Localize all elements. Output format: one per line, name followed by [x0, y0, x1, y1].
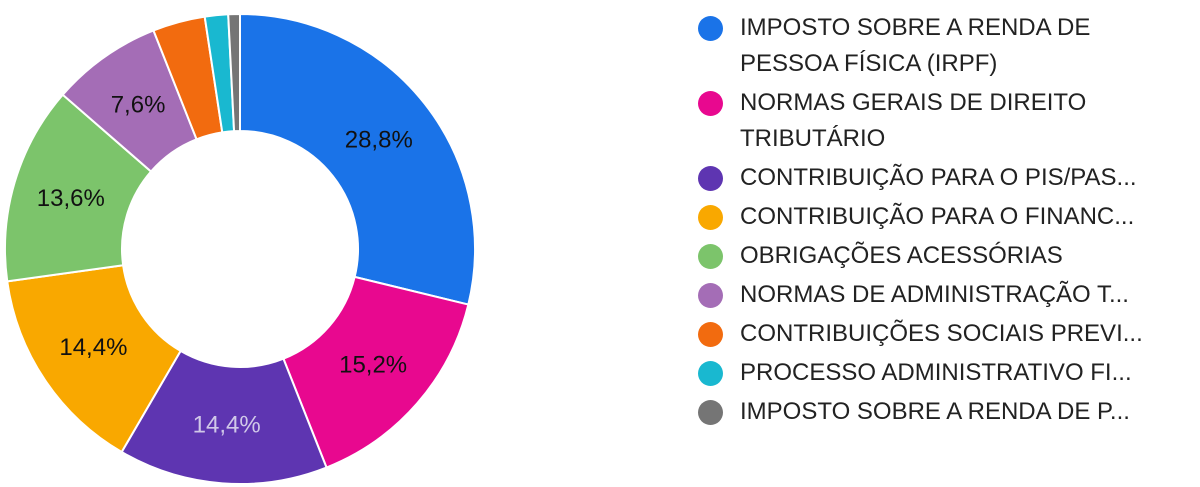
legend-label: CONTRIBUIÇÃO PARA O PIS/PAS...	[740, 164, 1137, 191]
legend-swatch	[698, 244, 723, 269]
donut-svg: 28,8% 15,2% 14,4% 14,4% 13,6% 7,6%	[4, 12, 476, 485]
donut-slice	[120, 349, 328, 485]
legend-item: IMPOSTO SOBRE A RENDA DE P...	[698, 394, 1198, 430]
slice-label: 14,4%	[59, 334, 127, 361]
legend-swatch	[698, 400, 723, 425]
slice-label: 14,4%	[193, 411, 261, 438]
donut-slice	[282, 275, 470, 469]
slice-label: 28,8%	[345, 126, 413, 153]
legend-swatch	[698, 322, 723, 347]
legend-swatch	[698, 166, 723, 191]
legend-item: CONTRIBUIÇÃO PARA O PIS/PAS...	[698, 160, 1198, 196]
legend-label: CONTRIBUIÇÃO PARA O FINANC...	[740, 203, 1135, 230]
legend-label: NORMAS GERAIS DE DIREITO TRIBUTÁRIO	[740, 89, 1087, 152]
legend-item: CONTRIBUIÇÕES SOCIAIS PREVI...	[698, 316, 1198, 352]
legend-item: NORMAS GERAIS DE DIREITO TRIBUTÁRIO	[698, 85, 1198, 157]
legend-label: OBRIGAÇÕES ACESSÓRIAS	[740, 242, 1063, 269]
legend-swatch	[698, 91, 723, 116]
legend-swatch	[698, 16, 723, 41]
legend-item: IMPOSTO SOBRE A RENDA DE PESSOA FÍSICA (…	[698, 10, 1198, 82]
legend: IMPOSTO SOBRE A RENDA DE PESSOA FÍSICA (…	[698, 10, 1198, 433]
slice-label: 7,6%	[111, 91, 166, 118]
legend-label: NORMAS DE ADMINISTRAÇÃO T...	[740, 281, 1129, 308]
slice-label: 13,6%	[37, 185, 105, 212]
legend-swatch	[698, 283, 723, 308]
legend-label: IMPOSTO SOBRE A RENDA DE PESSOA FÍSICA (…	[740, 14, 1091, 77]
legend-item: NORMAS DE ADMINISTRAÇÃO T...	[698, 277, 1198, 313]
donut-slice	[6, 264, 182, 454]
donut-chart: 28,8% 15,2% 14,4% 14,4% 13,6% 7,6%	[0, 0, 480, 487]
donut-slice	[239, 12, 476, 306]
legend-swatch	[698, 361, 723, 386]
legend-label: IMPOSTO SOBRE A RENDA DE P...	[740, 398, 1130, 425]
legend-swatch	[698, 205, 723, 230]
legend-item: OBRIGAÇÕES ACESSÓRIAS	[698, 238, 1198, 274]
slice-label: 15,2%	[339, 351, 407, 378]
legend-item: PROCESSO ADMINISTRATIVO FI...	[698, 355, 1198, 391]
donut-slice	[227, 12, 241, 133]
legend-item: CONTRIBUIÇÃO PARA O FINANC...	[698, 199, 1198, 235]
legend-label: CONTRIBUIÇÕES SOCIAIS PREVI...	[740, 320, 1143, 347]
legend-label: PROCESSO ADMINISTRATIVO FI...	[740, 359, 1132, 386]
